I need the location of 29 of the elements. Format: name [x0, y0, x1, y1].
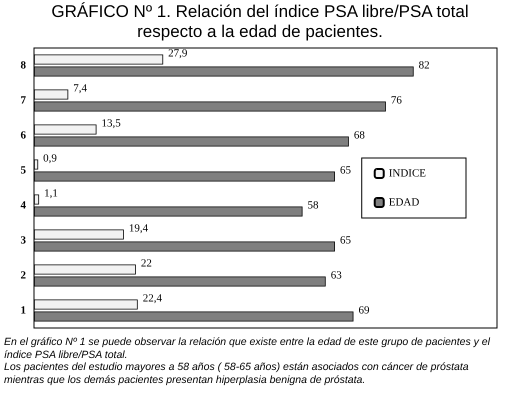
- y-tick-label: 6: [20, 130, 26, 142]
- data-label: 65: [340, 164, 352, 176]
- y-tick-label: 3: [20, 234, 26, 246]
- y-tick-label: 5: [20, 164, 26, 176]
- y-tick-label: 7: [20, 94, 26, 106]
- y-tick-label: 2: [20, 270, 26, 282]
- y-tick-label: 4: [20, 200, 26, 212]
- data-label: 22,4: [142, 292, 162, 304]
- data-label: 76: [390, 94, 402, 106]
- legend-label: INDICE: [388, 168, 426, 180]
- text: En el gráfico Nº 1 se puede observar la relación que existe entre la edad de este grupo de pacientes y el índice PSA libre/PSA total.: [4, 336, 492, 361]
- data-label: 27,9: [168, 48, 188, 60]
- data-label: 1,1: [44, 188, 58, 200]
- y-tick-label: 8: [20, 60, 26, 72]
- data-label: 69: [358, 304, 370, 316]
- data-label: 68: [354, 130, 366, 142]
- data-label: 7,4: [73, 82, 88, 94]
- data-label: 63: [330, 270, 342, 282]
- data-label: 19,4: [128, 222, 149, 234]
- y-tick-label: 1: [20, 304, 26, 316]
- chart-title: GRÁFICO Nº 1. Relación del índice PSA libre/PSA total respecto a la edad de pacientes.: [50, 2, 470, 42]
- data-label: 13,5: [102, 118, 122, 130]
- data-label: 22: [140, 258, 152, 270]
- text: Los pacientes del estudio mayores a 58 años ( 58-65 años) están asociados con cáncer de próstata mientras que los demás pacientes presentan hiperplasia benigna de próstata.: [4, 361, 470, 386]
- data-label: 82: [418, 60, 430, 72]
- data-label: 65: [340, 234, 352, 246]
- data-label: 58: [308, 200, 320, 212]
- data-label: 0,9: [43, 152, 58, 164]
- legend-label: EDAD: [388, 196, 420, 208]
